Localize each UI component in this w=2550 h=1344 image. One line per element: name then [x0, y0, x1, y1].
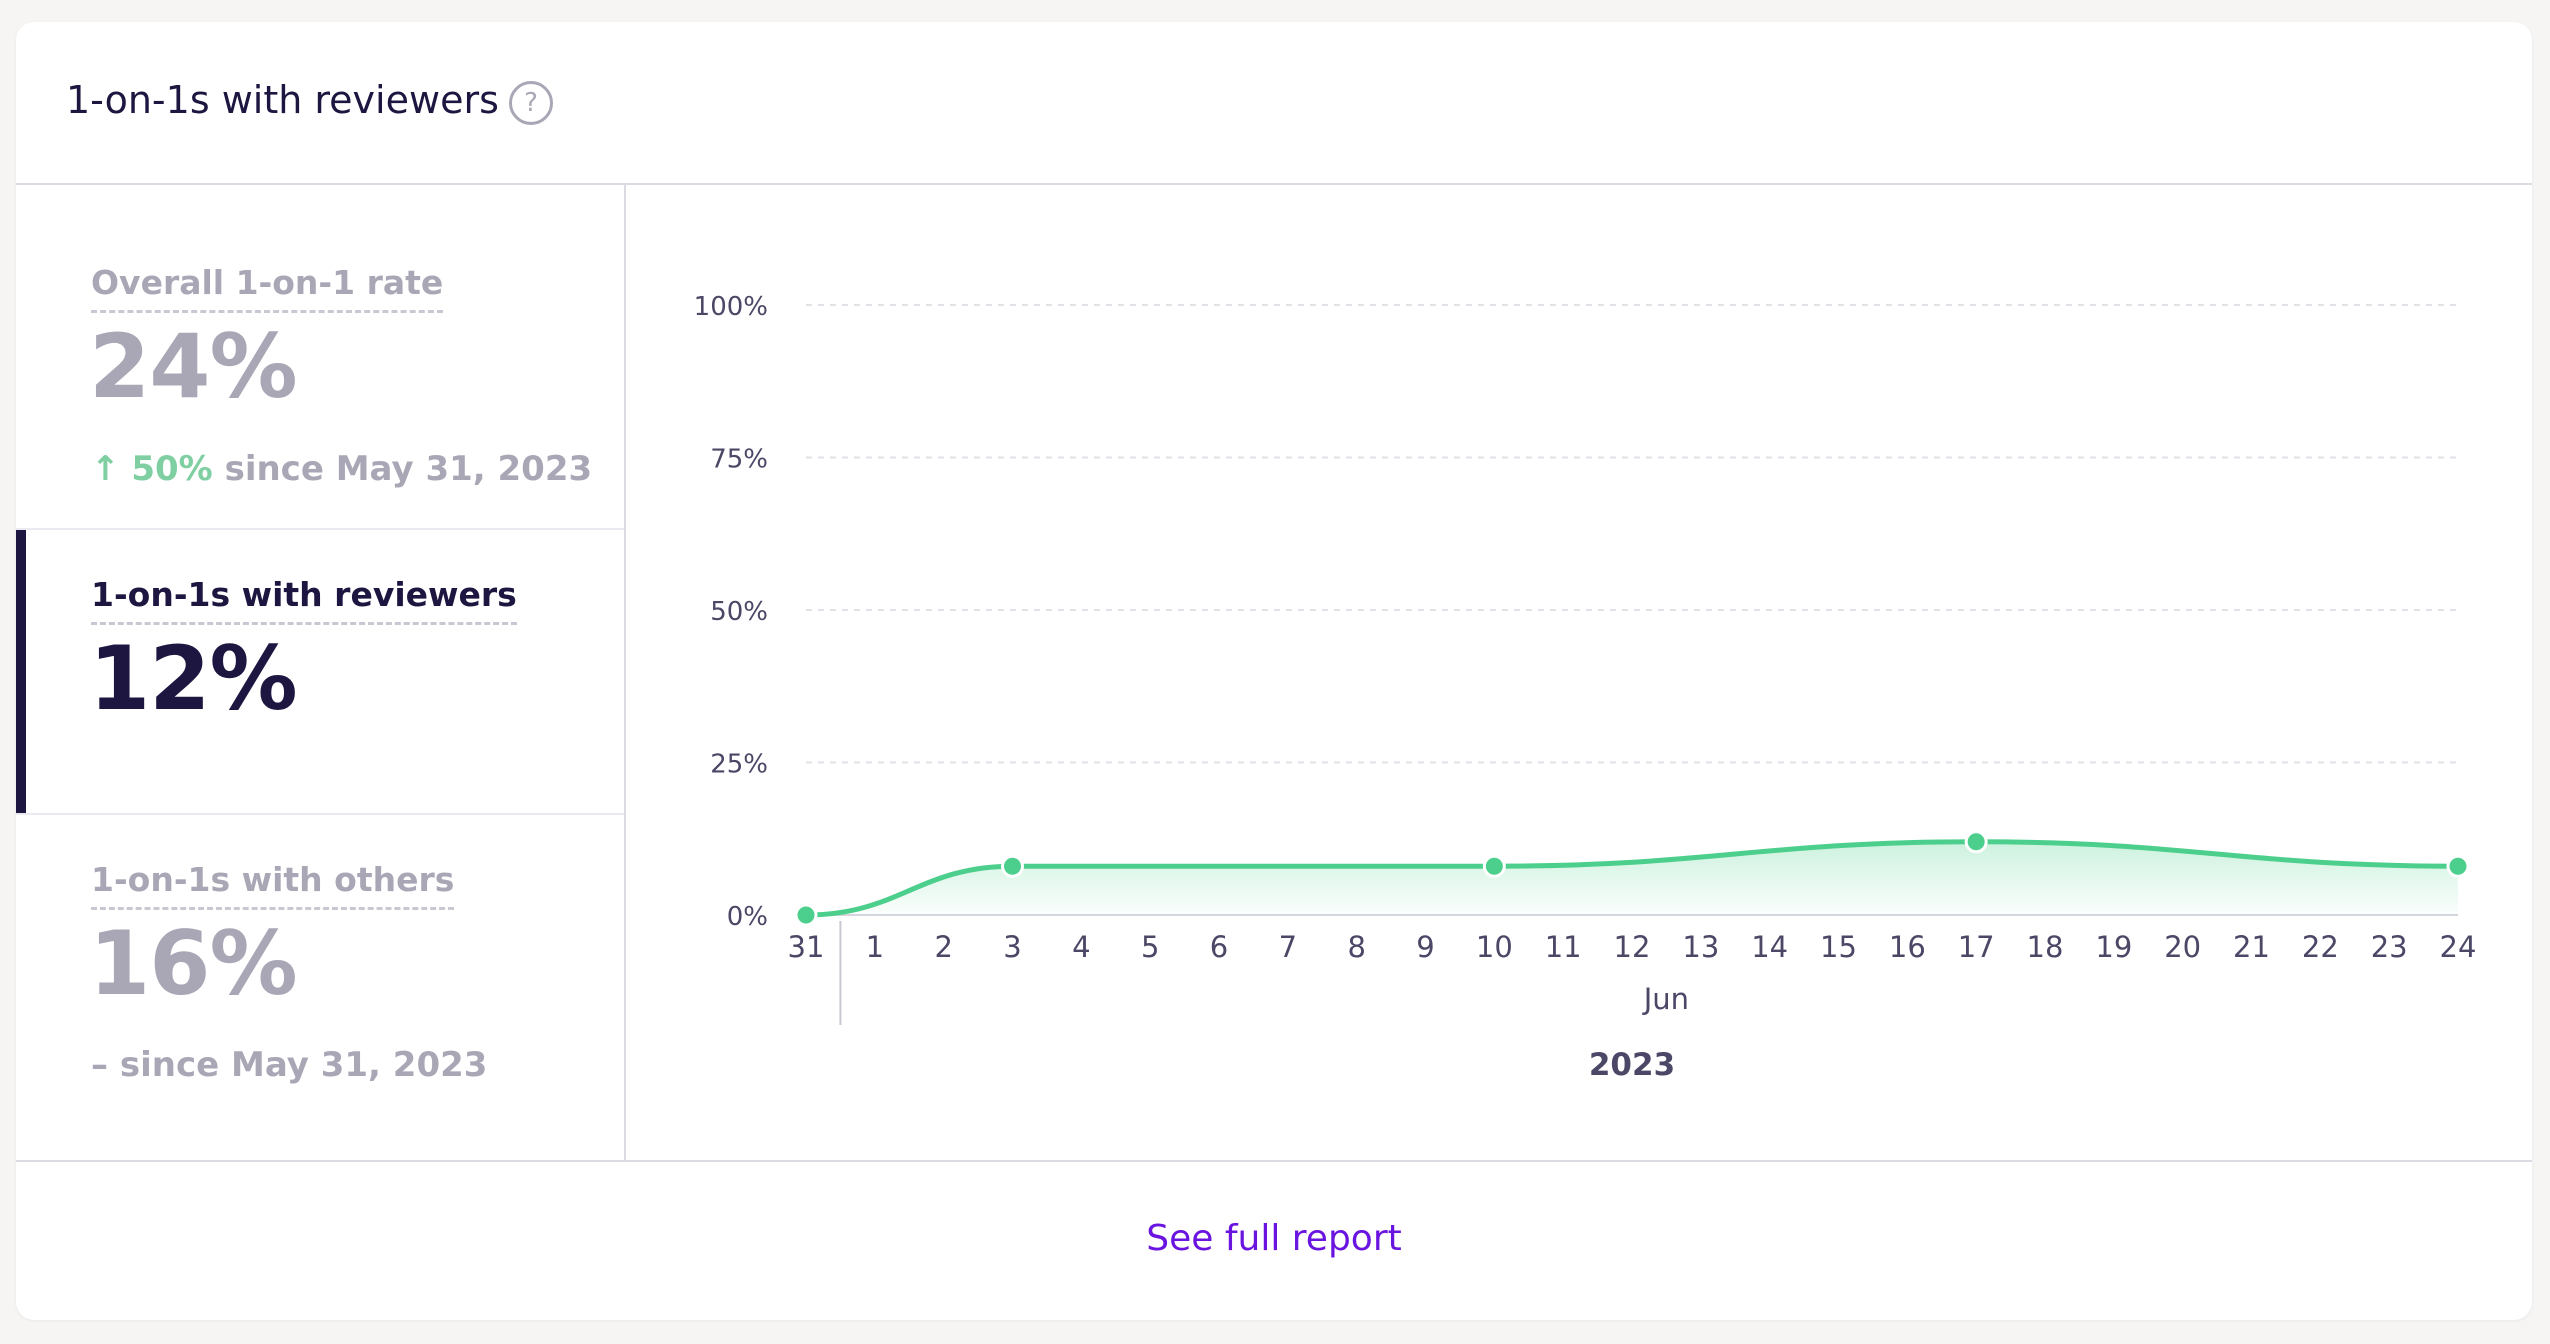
arrow-up-icon: ↑	[91, 449, 120, 489]
x-tick-label: 1	[866, 930, 884, 964]
x-tick-label: 2	[934, 930, 952, 964]
y-tick-label: 100%	[694, 292, 768, 322]
x-tick-label: 21	[2233, 930, 2270, 964]
series-line	[803, 839, 2461, 918]
x-tick-label: 15	[1820, 930, 1857, 964]
x-tick-label: 12	[1614, 930, 1651, 964]
metric-label: 1-on-1s with others	[91, 860, 455, 910]
series-area	[806, 841, 2458, 915]
x-tick-label: 4	[1072, 930, 1090, 964]
month-label: Jun	[1642, 982, 1689, 1016]
x-tick-label: 22	[2302, 930, 2339, 964]
data-point	[794, 903, 818, 927]
x-tick-label: 7	[1279, 930, 1297, 964]
see-full-report-link[interactable]: See full report	[1146, 1218, 1402, 1259]
metric-value: 16%	[89, 912, 298, 1015]
card-header: 1-on-1s with reviewers ?	[16, 22, 2532, 185]
help-icon[interactable]: ?	[509, 81, 553, 125]
metric-others[interactable]: 1-on-1s with others 16% – since May 31, …	[16, 815, 624, 1160]
metric-value: 24%	[89, 315, 298, 418]
x-tick-label: 10	[1476, 930, 1513, 964]
x-tick-label: 19	[2095, 930, 2132, 964]
metrics-sidebar: Overall 1-on-1 rate 24% ↑ 50% since May …	[16, 185, 626, 1160]
x-tick-label: 11	[1545, 930, 1582, 964]
data-point	[1001, 854, 1024, 878]
change-text: since May 31, 2023	[224, 449, 593, 489]
x-tick-label: 3	[1003, 930, 1021, 964]
x-tick-label: 13	[1682, 930, 1719, 964]
metric-overall-rate[interactable]: Overall 1-on-1 rate 24% ↑ 50% since May …	[16, 185, 624, 530]
change-value: 50%	[131, 449, 213, 489]
metric-change: ↑ 50% since May 31, 2023	[91, 449, 592, 489]
x-tick-label: 14	[1751, 930, 1788, 964]
x-tick-label: 8	[1347, 930, 1365, 964]
y-tick-label: 0%	[727, 902, 768, 932]
data-point	[1964, 830, 1988, 854]
chart-area: 0% 25% 50% 75% 100% 31 1 2 3 4 5 6 7 8 9 10 11 12 13 14 15 16…	[626, 185, 2532, 1160]
y-tick-label: 50%	[710, 597, 768, 627]
year-label: 2023	[1589, 1047, 1675, 1083]
x-tick-label: 18	[2027, 930, 2064, 964]
x-tick-label: 23	[2371, 930, 2408, 964]
card-footer: See full report	[16, 1160, 2532, 1320]
data-point	[2446, 854, 2470, 878]
y-tick-label: 75%	[710, 445, 768, 475]
metric-change: – since May 31, 2023	[91, 1045, 487, 1085]
metric-label: 1-on-1s with reviewers	[91, 575, 517, 625]
metric-value: 12%	[89, 627, 298, 730]
x-tick-label: 20	[2164, 930, 2201, 964]
x-tick-label: 16	[1889, 930, 1926, 964]
metric-label: Overall 1-on-1 rate	[91, 263, 444, 313]
x-tick-label: 5	[1141, 930, 1159, 964]
x-tick-label: 24	[2440, 930, 2477, 964]
metric-reviewers[interactable]: 1-on-1s with reviewers 12%	[16, 530, 624, 815]
x-tick-label: 31	[788, 930, 825, 964]
change-text: since May 31, 2023	[119, 1045, 488, 1085]
line-chart: 0%25%50%75%100%31 1 2 3 4 5 6 7 8 9 10 11 12 13 14 15 16…	[694, 292, 2477, 1083]
x-tick-label: 17	[1958, 930, 1995, 964]
x-tick-label: 6	[1210, 930, 1228, 964]
x-tick-label: 9	[1416, 930, 1434, 964]
report-card: 1-on-1s with reviewers ? Overall 1-on-1 …	[16, 22, 2532, 1320]
data-point	[1482, 854, 1506, 878]
card-title: 1-on-1s with reviewers	[66, 78, 499, 122]
y-tick-label: 25%	[710, 750, 768, 780]
dash-icon: –	[91, 1045, 108, 1085]
